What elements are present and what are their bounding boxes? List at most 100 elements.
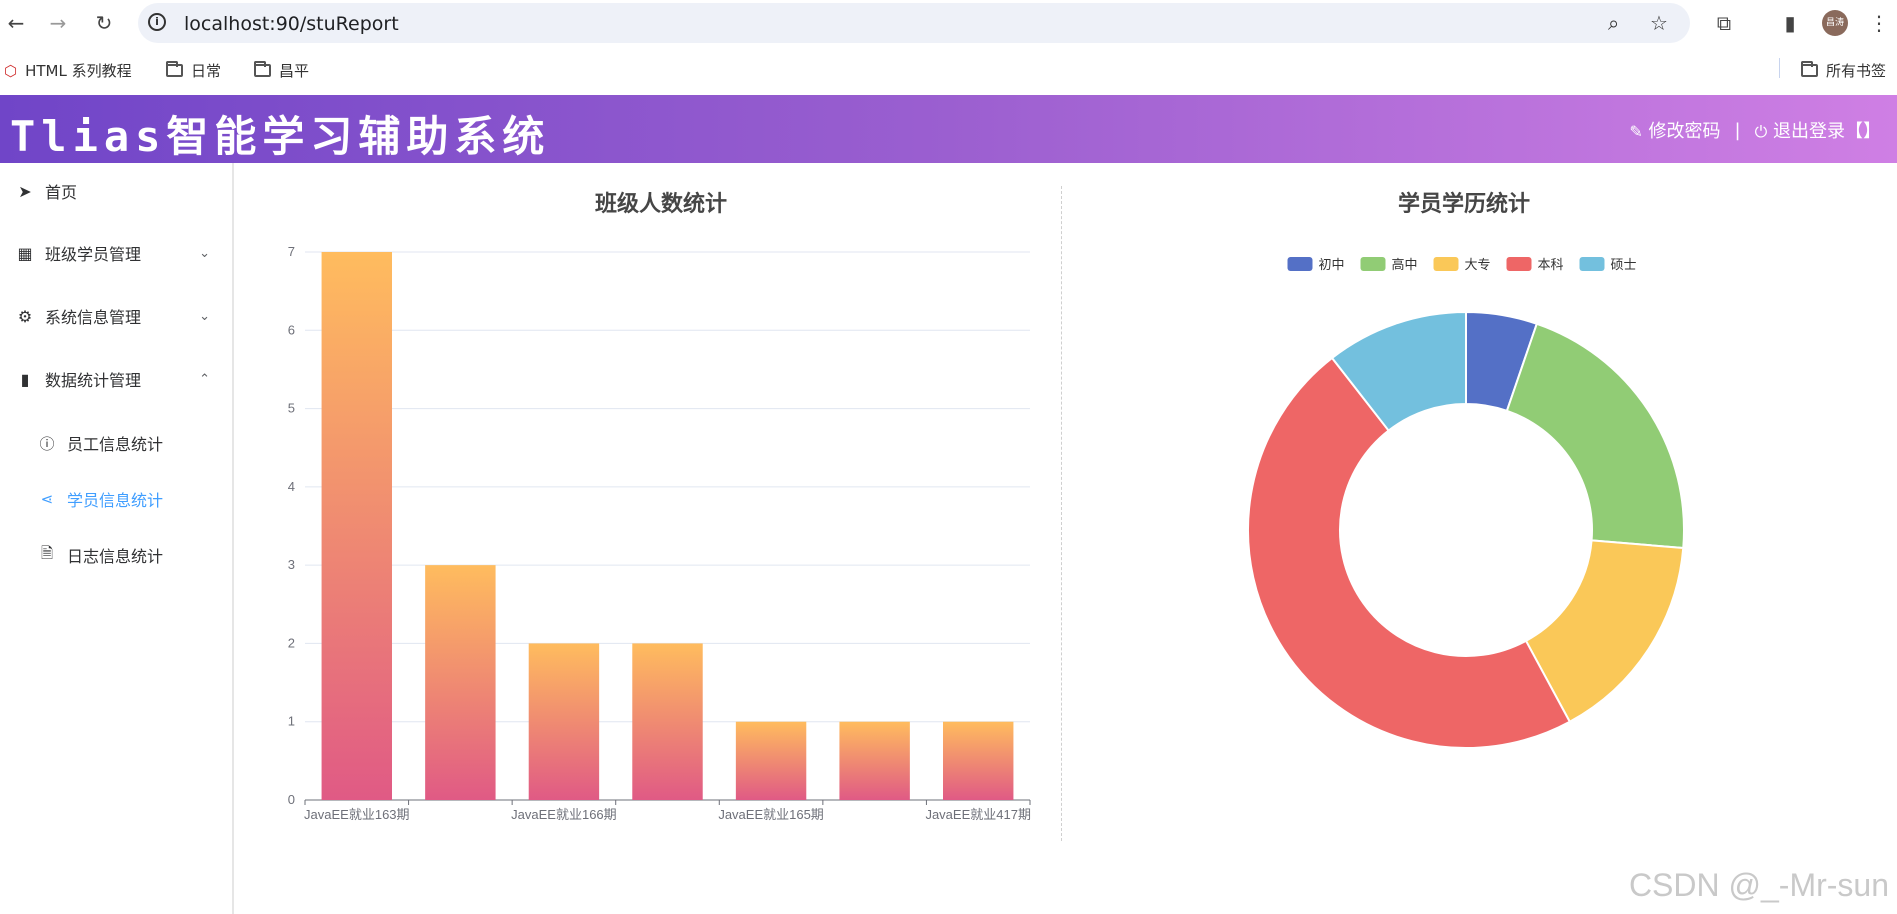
app-header: Tlias智能学习辅助系统 ✎ 修改密码 | ⏻ 退出登录【】 (0, 95, 1897, 163)
bookmark-label: 昌平 (279, 62, 310, 80)
sidebar-item-class-student[interactable]: ▦ 班级学员管理 ⌄ (0, 225, 232, 281)
url-text[interactable]: localhost:90/stuReport (184, 13, 399, 35)
bookmark-changping[interactable]: 昌平 (254, 60, 309, 81)
share-icon: ⋖ (40, 490, 54, 508)
x-tick-label: JavaEE就业165期 (718, 807, 824, 822)
bar-chart-icon: ▮ (20, 369, 30, 389)
bar-chart: 0 1 2 3 4 5 6 7 JavaEE就业163期 JavaEE就业166期 JavaEE就业… (288, 244, 1031, 822)
sidebar-item-system-info[interactable]: ⚙ 系统信息管理 ⌄ (0, 288, 232, 344)
sidebar-subitem-student-stats[interactable]: ⋖ 学员信息统计 (0, 474, 232, 524)
legend-swatch[interactable] (1579, 257, 1605, 271)
bookmark-label: 日常 (191, 62, 222, 80)
legend-label[interactable]: 初中 (1319, 257, 1345, 272)
info-icon: ⓘ (39, 434, 55, 453)
chevron-down-icon: ⌄ (199, 308, 210, 324)
extensions-icon[interactable]: ⧉ (1716, 11, 1732, 35)
app-title: Tlias智能学习辅助系统 (10, 112, 551, 161)
y-tick-label: 7 (288, 244, 295, 259)
bookmark-daily[interactable]: 日常 (166, 60, 221, 81)
chevron-up-icon: ⌃ (199, 371, 210, 387)
bar[interactable] (528, 643, 600, 800)
watermark: CSDN @_-Mr-sun (1628, 867, 1889, 903)
bar[interactable] (735, 721, 807, 800)
change-password-label: 修改密码 (1648, 121, 1721, 142)
side-panel-icon[interactable]: ▮ (1784, 11, 1796, 35)
legend-label[interactable]: 高中 (1392, 257, 1418, 272)
pie-chart-title: 学员学历统计 (1398, 192, 1531, 217)
reload-icon[interactable]: ↻ (95, 11, 113, 35)
pie-slice[interactable] (1247, 356, 1571, 749)
x-tick-label: JavaEE就业417期 (925, 807, 1031, 822)
legend-swatch[interactable] (1287, 257, 1313, 271)
y-tick-label: 6 (288, 322, 295, 337)
bar[interactable] (943, 721, 1014, 800)
sidebar-subitem-label: 员工信息统计 (67, 435, 164, 454)
all-bookmarks-label: 所有书签 (1826, 62, 1887, 80)
change-password-link[interactable]: ✎ 修改密码 (1629, 117, 1720, 143)
html-logo-icon: ⬡ (4, 61, 18, 80)
legend-label[interactable]: 大专 (1465, 257, 1491, 272)
pie-slice[interactable] (1331, 311, 1467, 432)
zoom-icon[interactable]: ⌕ (1608, 11, 1620, 35)
star-icon[interactable]: ☆ (1650, 11, 1668, 35)
bar[interactable] (321, 252, 392, 800)
header-separator: | (1734, 119, 1741, 141)
edit-icon: ✎ (1629, 122, 1643, 141)
sidebar-item-label: 班级学员管理 (45, 245, 142, 264)
sidebar-item-home[interactable]: ➤ 首页 (0, 163, 232, 219)
back-icon[interactable]: ← (7, 11, 25, 35)
pie-chart: 初中 高中 大专 本科 硕士 (1247, 257, 1685, 749)
chevron-down-icon: ⌄ (199, 245, 210, 261)
legend-label[interactable]: 本科 (1538, 257, 1564, 272)
bookmarks-divider (1779, 58, 1780, 78)
sidebar-subitem-label: 日志信息统计 (67, 547, 164, 566)
bookmark-html-tutorial[interactable]: ⬡ HTML 系列教程 (4, 60, 132, 81)
legend-label[interactable]: 硕士 (1611, 257, 1637, 272)
bar-chart-title: 班级人数统计 (595, 192, 728, 217)
browser-toolbar: ← → ↻ i localhost:90/stuReport ⌕ ☆ ⧉ ▮ 昌… (0, 0, 1897, 46)
sidebar-item-label: 首页 (45, 183, 78, 202)
sidebar-item-label: 系统信息管理 (45, 308, 142, 327)
grid-icon: ▦ (17, 243, 33, 263)
sidebar: ➤ 首页 ▦ 班级学员管理 ⌄ ⚙ 系统信息管理 ⌄ ▮ 数据统计管理 ⌃ ⓘ … (0, 163, 234, 914)
power-icon: ⏻ (1754, 122, 1768, 141)
address-bar[interactable]: i localhost:90/stuReport ⌕ ☆ (138, 3, 1690, 43)
header-links: ✎ 修改密码 | ⏻ 退出登录【】 (1629, 117, 1881, 143)
bookmarks-bar: ⬡ HTML 系列教程 日常 昌平 所有书签 (0, 46, 1897, 92)
bar[interactable] (632, 643, 703, 800)
pie-slice[interactable] (1505, 322, 1685, 550)
all-bookmarks[interactable]: 所有书签 (1801, 60, 1886, 81)
sidebar-subitem-log-stats[interactable]: 🗎 日志信息统计 (0, 530, 232, 580)
legend-swatch[interactable] (1360, 257, 1386, 271)
site-info-icon[interactable]: i (148, 13, 166, 31)
folder-icon (254, 61, 271, 77)
bar[interactable] (839, 721, 910, 800)
sidebar-item-data-stats[interactable]: ▮ 数据统计管理 ⌃ (0, 351, 232, 407)
bar[interactable] (425, 565, 496, 800)
logout-label: 退出登录【】 (1773, 121, 1881, 142)
document-icon: 🗎 (40, 543, 54, 562)
x-tick-label: JavaEE就业163期 (304, 807, 410, 822)
legend-swatch[interactable] (1433, 257, 1459, 271)
sidebar-item-label: 数据统计管理 (45, 371, 142, 390)
bookmark-label: HTML 系列教程 (25, 62, 132, 80)
folder-icon (1801, 61, 1818, 77)
charts-divider (1061, 186, 1062, 841)
sidebar-subitem-employee-stats[interactable]: ⓘ 员工信息统计 (0, 418, 232, 468)
y-tick-label: 5 (288, 401, 295, 416)
forward-icon[interactable]: → (49, 11, 67, 35)
y-tick-label: 3 (288, 557, 295, 572)
y-tick-label: 0 (288, 792, 295, 807)
paper-plane-icon: ➤ (18, 181, 32, 201)
folder-icon (166, 61, 183, 77)
y-tick-label: 1 (288, 714, 295, 729)
gear-icon: ⚙ (17, 306, 33, 326)
logout-link[interactable]: ⏻ 退出登录【】 (1755, 117, 1881, 143)
y-tick-label: 4 (288, 479, 295, 494)
legend-swatch[interactable] (1506, 257, 1532, 271)
x-tick-label: JavaEE就业166期 (511, 807, 617, 822)
profile-avatar[interactable]: 昌涛 (1822, 10, 1848, 36)
y-tick-label: 2 (288, 635, 295, 650)
sidebar-subitem-label: 学员信息统计 (67, 491, 164, 510)
more-menu-icon[interactable]: ⋮ (1869, 11, 1889, 35)
